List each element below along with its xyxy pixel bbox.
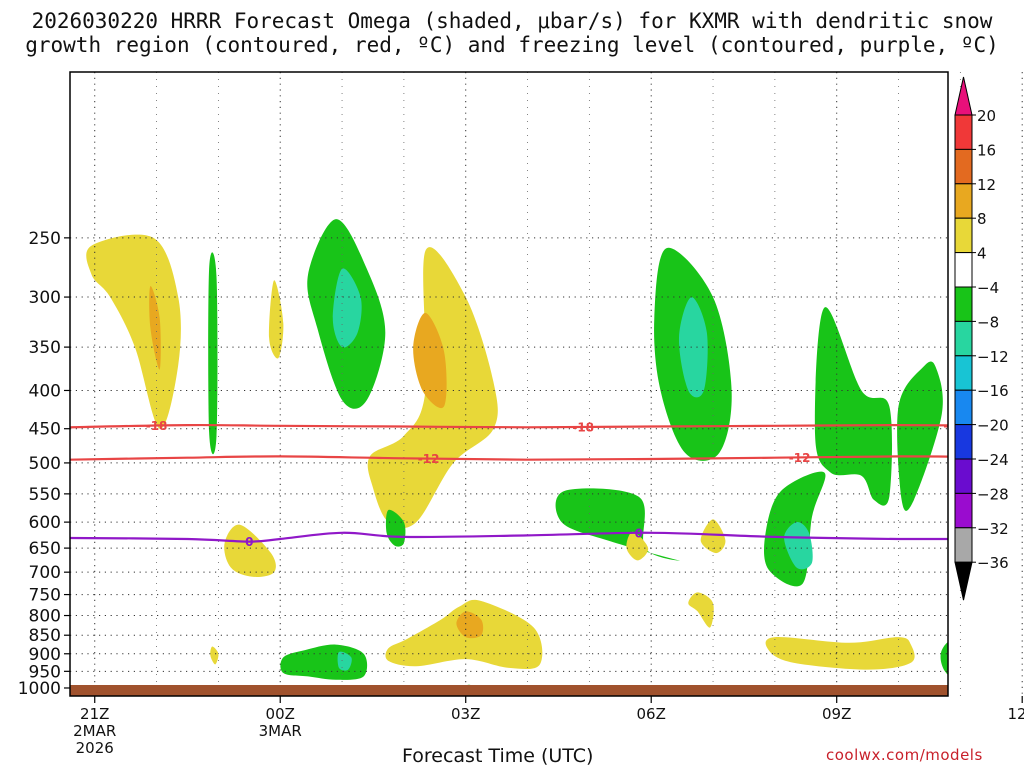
omega-region-ascent-1 [149,285,161,370]
colorbar-segment-4 [954,217,973,254]
omega-region-ascent-7 [413,312,447,409]
contour-label-dendritic-minus18-1: -18 [572,420,594,434]
y-tick-label-500: 500 [29,454,61,474]
contour-label-dendritic-minus12-0: -12 [418,452,440,466]
colorbar-label-6: −8 [977,313,999,331]
colorbar-label-10: −24 [977,451,1009,469]
colorbar-label-7: −12 [977,348,1009,366]
y-tick-label-300: 300 [29,288,61,308]
omega-colorbar: 20 16 12 8 4 −4 −8 −12 −16 −20 −24 −28 −32 −36 [954,76,1009,601]
contour-dendritic-minus18 [70,423,948,429]
omega-region-descent-8 [555,488,680,561]
colorbar-bottom-extension [954,561,973,601]
omega-region-ascent-21 [626,531,649,561]
colorbar-segment-10 [954,424,973,460]
chart-title-line-2: growth region (contoured, red, ºC) and f… [25,33,999,57]
omega-region-ascent-29 [688,592,714,628]
contour-label-dendritic-minus18-2: -18 [943,419,965,433]
y-tick-label-250: 250 [29,229,61,249]
contour-label-freezing-level-0-0: 0 [245,535,253,549]
x-tick-label-12-0: 09Z [822,705,851,723]
x-tick-label-0-0: 21Z [80,705,109,723]
colorbar-segment-11 [954,458,973,494]
colorbar-segment-2 [954,148,973,185]
x-tick-label-9-0: 06Z [637,705,666,723]
y-tick-label-400: 400 [29,381,61,401]
x-tick-label-0-2: 2026 [76,739,114,757]
omega-region-descent-30 [940,641,948,676]
colorbar-segment-7 [954,320,973,357]
omega-region-descent-31 [962,646,1017,671]
x-tick-label-0-1: 2MAR [73,722,116,740]
contour-freezing-level-0 [70,531,948,543]
y-tick-label-650: 650 [29,539,61,559]
omega-region-descent-2 [208,252,218,455]
y-tick-label-1000: 1000 [18,679,61,699]
x-axis-label: Forecast Time (UTC) [402,745,594,767]
y-tick-label-800: 800 [29,607,61,627]
colorbar-segment-1 [954,114,973,150]
x-tick-label-6-0: 03Z [451,705,480,723]
y-tick-label-600: 600 [29,513,61,533]
ground-surface-band [70,685,948,696]
plot-frame [69,71,949,697]
omega-region-descent-10 [678,297,708,398]
contour-label-dendritic-minus12-1: -12 [789,451,811,465]
colorbar-label-1: 16 [977,141,996,159]
contour-layer: -18 -18 -18 -12 -12 0 0 [70,419,965,549]
pressure-axis: 2503003504004505005506006507007508008509… [18,229,70,699]
dotted-gridlines [70,72,1023,696]
y-tick-label-750: 750 [29,586,61,606]
omega-region-ascent-0 [86,234,181,429]
colorbar-label-4: 4 [977,245,987,263]
colorbar-label-11: −28 [977,485,1009,503]
contour-label-dendritic-minus18-0: -18 [146,419,168,433]
contour-label-freezing-level-0-1: 0 [635,527,643,541]
omega-region-descent-5 [332,268,362,348]
colorbar-label-2: 12 [977,176,996,194]
chart-title-line-1: 2026030220 HRRR Forecast Omega (shaded, … [31,9,993,33]
omega-region-descent-15 [897,361,943,511]
y-tick-label-550: 550 [29,485,61,505]
omega-region-ascent-20 [224,524,276,578]
omega-region-ascent-11 [700,519,726,554]
colorbar-label-5: −4 [977,279,999,297]
omega-region-descent-26 [337,651,352,671]
colorbar-segment-8 [954,355,973,391]
colorbar-label-8: −16 [977,382,1009,400]
omega-region-ascent-37 [210,646,219,665]
y-tick-label-900: 900 [29,645,61,665]
colorbar-label-9: −20 [977,417,1009,435]
colorbar-segment-5 [954,252,973,288]
colorbar-label-12: −32 [977,520,1009,538]
colorbar-top-extension [954,76,973,116]
y-tick-label-700: 700 [29,563,61,583]
y-tick-label-350: 350 [29,338,61,358]
x-tick-label-15-0: 12Z [1008,705,1024,723]
colorbar-segment-9 [954,389,973,426]
x-tick-label-3-0: 00Z [266,705,295,723]
y-tick-label-950: 950 [29,662,61,682]
omega-region-ascent-28 [765,636,915,670]
colorbar-label-3: 8 [977,210,987,228]
colorbar-segment-3 [954,183,973,219]
colorbar-segment-13 [954,527,973,563]
colorbar-segment-12 [954,492,973,529]
omega-region-ascent-24 [456,611,484,639]
website-credit[interactable]: coolwx.com/models [826,746,983,764]
y-tick-label-450: 450 [29,420,61,440]
contour-dendritic-minus12 [70,455,948,461]
colorbar-label-0: 20 [977,107,996,125]
y-tick-label-850: 850 [29,626,61,646]
omega-region-descent-13 [784,522,813,570]
colorbar-segment-6 [954,286,973,322]
x-tick-label-3-1: 3MAR [259,722,302,740]
colorbar-label-13: −36 [977,554,1009,572]
